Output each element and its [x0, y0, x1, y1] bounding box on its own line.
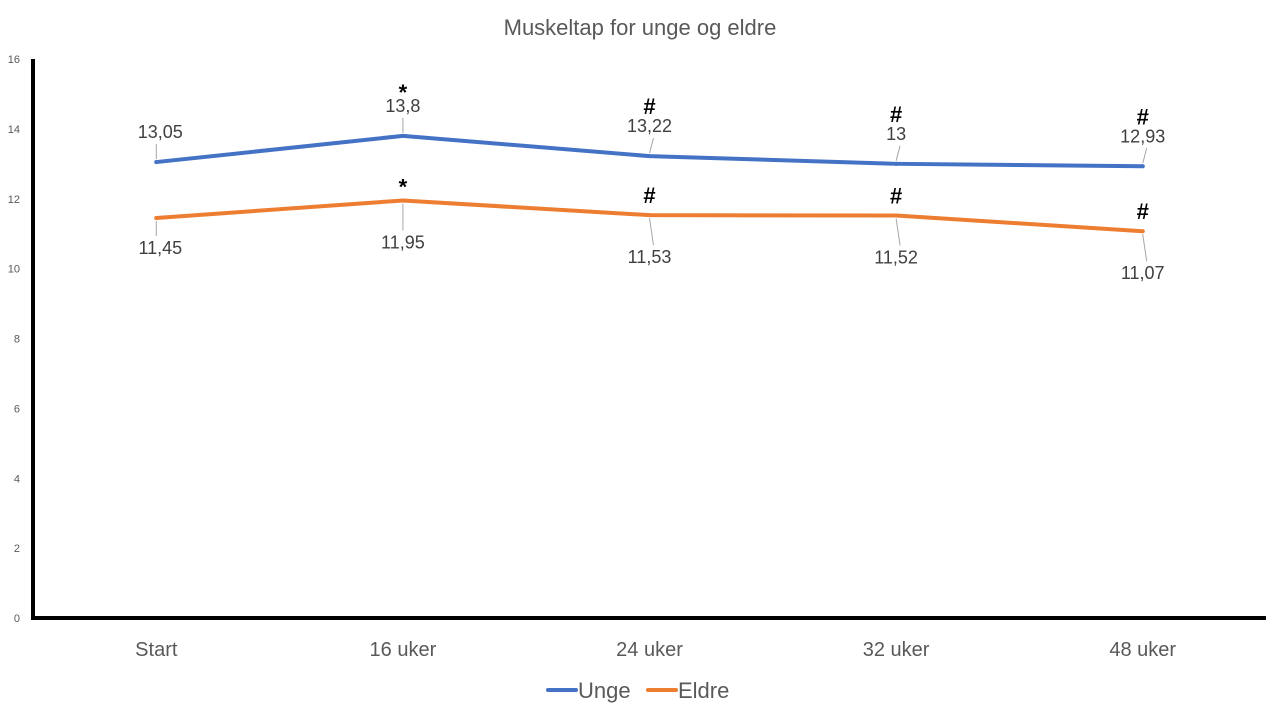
x-axis-ticks: Start 16 uker 24 uker 32 uker 48 uker	[135, 639, 1176, 661]
leader-line	[649, 137, 654, 154]
significance-marker: #	[890, 184, 902, 209]
x-tick-label: Start	[135, 639, 178, 661]
data-label-unge: 13,22	[627, 116, 672, 136]
y-tick-label: 4	[14, 473, 20, 485]
data-label-unge: 13	[886, 124, 906, 144]
y-tick-label: 16	[8, 54, 20, 66]
significance-marker: #	[1137, 199, 1149, 224]
legend-label-unge: Unge	[578, 678, 631, 703]
data-label-eldre: 11,95	[381, 232, 425, 252]
x-tick-label: 48 uker	[1109, 639, 1176, 661]
data-label-unge: 13,05	[138, 122, 183, 142]
data-point-unge	[154, 160, 159, 165]
significance-marker: #	[890, 102, 902, 127]
significance-marker: #	[1137, 104, 1149, 129]
y-tick-label: 0	[14, 613, 20, 625]
x-tick-label: 16 uker	[370, 639, 437, 661]
legend: Unge Eldre	[546, 678, 729, 703]
y-tick-label: 6	[14, 403, 20, 415]
y-tick-label: 12	[8, 194, 20, 206]
legend-label-eldre: Eldre	[678, 678, 729, 703]
data-label-eldre: 11,52	[874, 248, 918, 268]
data-point-eldre	[894, 213, 899, 218]
leader-line	[895, 218, 901, 246]
y-tick-label: 8	[14, 334, 20, 346]
data-label-eldre: 11,53	[628, 247, 672, 267]
leader-line	[895, 145, 901, 161]
x-tick-label: 32 uker	[863, 639, 930, 661]
y-tick-label: 10	[8, 264, 20, 276]
chart-title: Muskeltap for unge og eldre	[504, 15, 777, 40]
significance-marker: *	[399, 80, 408, 105]
significance-marker: #	[643, 183, 655, 208]
axes	[31, 59, 1266, 620]
leader-line	[1142, 234, 1148, 262]
data-label-eldre: 11,07	[1121, 263, 1165, 283]
data-point-eldre	[647, 213, 652, 218]
series-line-unge	[154, 133, 1145, 169]
y-axis-ticks: 0 2 4 6 8 10 12 14 16	[8, 54, 20, 625]
leader-line	[649, 218, 654, 246]
x-tick-label: 24 uker	[616, 639, 683, 661]
data-point-unge	[894, 161, 899, 166]
data-point-eldre	[1140, 229, 1145, 234]
data-label-unge: 13,8	[385, 96, 420, 116]
significance-marker: *	[399, 174, 408, 199]
data-point-unge	[400, 133, 405, 138]
data-point-unge	[1140, 164, 1145, 169]
data-label-unge: 12,93	[1120, 126, 1165, 146]
data-label-eldre: 11,45	[138, 238, 182, 258]
y-tick-label: 2	[14, 543, 20, 555]
y-tick-label: 14	[8, 124, 20, 136]
data-point-eldre	[400, 198, 405, 203]
data-point-unge	[647, 154, 652, 159]
significance-marker: #	[643, 94, 655, 119]
data-point-eldre	[154, 215, 159, 220]
leader-line	[1142, 148, 1148, 164]
